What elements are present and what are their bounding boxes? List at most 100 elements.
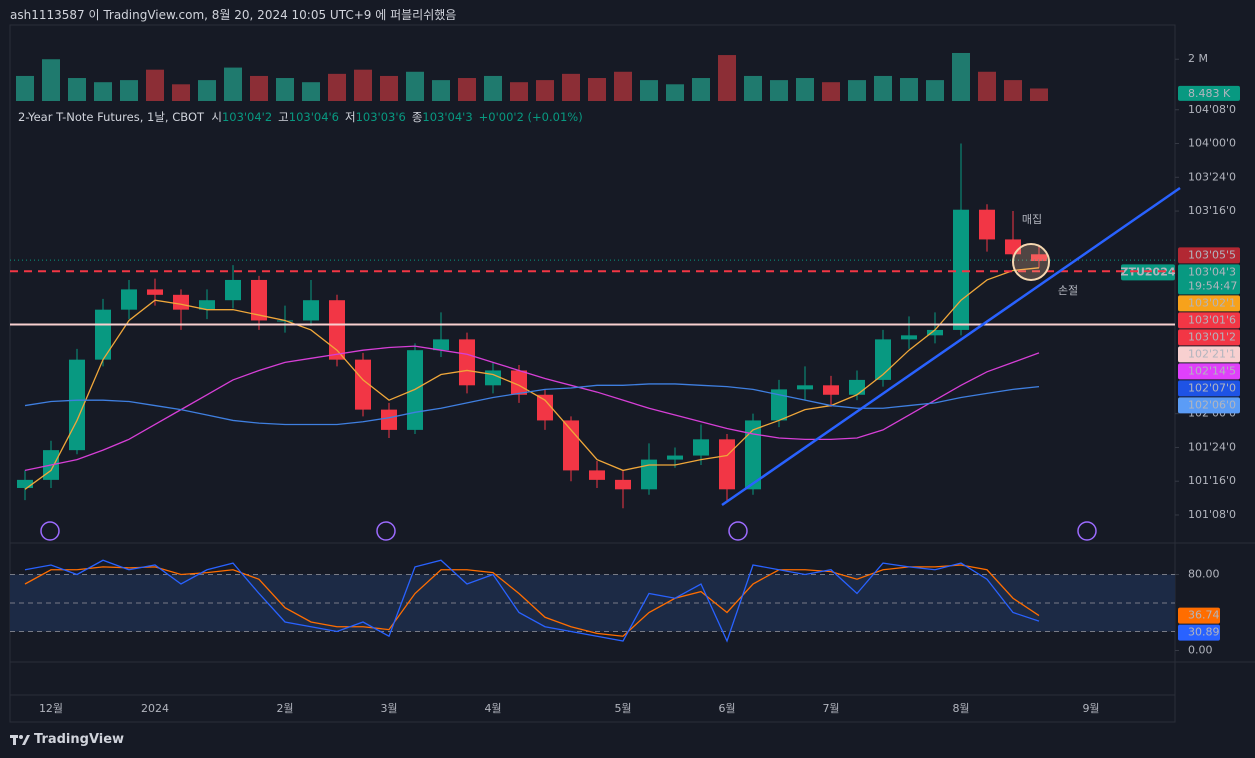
y-tick-label: 101'16'0 [1188,474,1236,487]
trend-line [721,186,1181,507]
event-icon[interactable] [40,521,60,541]
price-label-box [1178,380,1240,397]
candle-body [485,370,501,386]
candle-body [199,300,215,310]
volume-bar [640,80,658,101]
candle-body [979,209,995,240]
candle-body [953,209,969,330]
stoch-label: 36.74 [1188,609,1220,622]
volume-bar [198,80,216,101]
volume-bar [666,84,684,101]
volume-bar [146,69,164,101]
price-label-box [1178,264,1240,295]
price-label-box [1178,247,1240,264]
candle-body [121,289,137,310]
legend: 2-Year T-Note Futures, 1날, CBOT 시103'04'… [18,109,589,125]
stoch-label-box [1178,624,1220,641]
x-tick-label: 7월 [822,702,839,715]
candle-body [251,279,267,321]
price-label-box [1178,312,1240,329]
x-tick-label: 6월 [718,702,735,715]
volume-bar [718,55,736,101]
volume-bar [42,59,60,101]
volume-bar [926,80,944,101]
price-label: 103'01'6 [1188,313,1236,326]
y-tick-label: 103'24'0 [1188,170,1236,183]
price-label: 103'04'3 [1188,265,1236,278]
candle-body [823,385,839,395]
moving-average [24,267,1040,490]
candle-body [433,339,449,351]
volume-bar [432,80,450,101]
ohlc-label: 저 [345,110,356,124]
volume-bar [458,78,476,101]
volume-bar [484,75,502,101]
candle-body [381,409,397,430]
logo [10,735,30,745]
price-label: 102'06'0 [1188,398,1236,411]
volume-bar [16,75,34,101]
y-tick-label: 103'16'0 [1188,204,1236,217]
candle-body [797,385,813,390]
candle-body [719,439,735,490]
candle-body [537,394,553,421]
symbol: 2-Year T-Note Futures, 1날, CBOT [18,110,205,124]
highlight-circle [1012,243,1050,281]
y-tick-label: 104'00'0 [1188,137,1236,150]
volume-bar [978,71,996,101]
event-icon[interactable] [376,521,396,541]
volume-bar [172,84,190,101]
header-title: ash1113587 이 TradingView.com, 8월 20, 202… [10,8,457,22]
footer-brand: TradingView [34,732,125,747]
y-tick-label: 2 M [1188,52,1208,65]
price-label: 102'07'0 [1188,381,1236,394]
volume-label-box [1178,85,1240,101]
candle-body [875,339,891,380]
candle-body [745,420,761,490]
volume-bar [822,82,840,101]
volume-bar [510,82,528,101]
volume-bar [276,78,294,101]
symbol-box [1121,264,1175,281]
price-label-box [1178,295,1240,312]
candle-body [173,294,189,310]
candle-body [355,359,371,410]
candle-body [849,379,865,395]
stoch-line [24,559,1040,643]
event-icon[interactable] [1077,521,1097,541]
stoch-label: 30.89 [1188,626,1220,639]
y-tick-label: 80.00 [1188,568,1220,581]
candle-body [927,329,943,336]
volume-bar [692,78,710,101]
x-tick-label: 2024 [141,702,169,715]
candle-body [771,389,787,421]
volume-bar [770,80,788,101]
candle-body [459,339,475,386]
volume-bar [68,78,86,101]
volume-bar [1030,88,1048,101]
volume-bar [796,78,814,101]
ohlc-value: 103'04'2 [221,110,273,124]
volume-bar [120,80,138,101]
volume-bar [614,71,632,101]
price-label-box [1178,346,1240,363]
volume-bar [328,73,346,101]
ohlc-value: 103'04'6 [288,110,339,124]
volume-bar [588,78,606,101]
x-tick-label: 12월 [39,702,63,715]
x-tick-label: 8월 [952,702,969,715]
volume-bar [94,82,112,101]
candle-body [69,359,85,451]
event-icon[interactable] [728,521,748,541]
candle-body [225,279,241,301]
volume-bar [952,52,970,101]
x-tick-label: 5월 [614,702,631,715]
ohlc-label: 종 [411,110,423,124]
stoch-label-box [1178,607,1220,624]
price-label: 102'14'5 [1188,364,1236,377]
volume-bar [1004,80,1022,101]
volume-bar [406,71,424,101]
volume-bar [302,82,320,101]
